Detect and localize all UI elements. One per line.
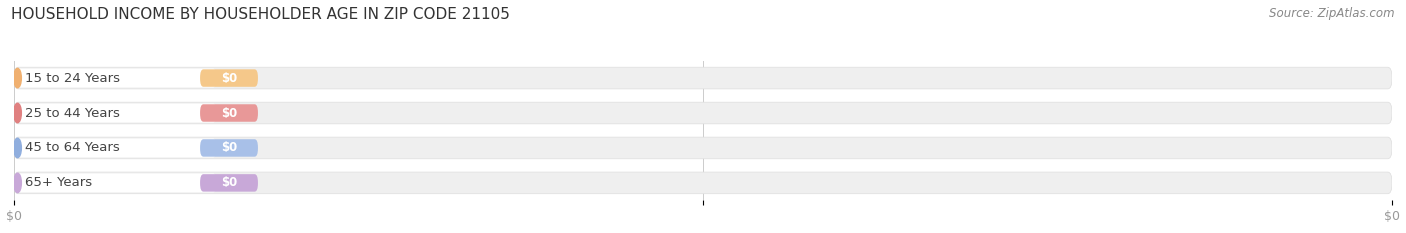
Text: $0: $0 bbox=[221, 141, 238, 154]
Text: HOUSEHOLD INCOME BY HOUSEHOLDER AGE IN ZIP CODE 21105: HOUSEHOLD INCOME BY HOUSEHOLDER AGE IN Z… bbox=[11, 7, 510, 22]
FancyBboxPatch shape bbox=[200, 104, 257, 122]
Circle shape bbox=[14, 103, 21, 123]
Text: 45 to 64 Years: 45 to 64 Years bbox=[25, 141, 120, 154]
Text: 15 to 24 Years: 15 to 24 Years bbox=[25, 72, 120, 85]
FancyBboxPatch shape bbox=[200, 174, 257, 192]
FancyBboxPatch shape bbox=[17, 138, 217, 158]
FancyBboxPatch shape bbox=[200, 69, 257, 87]
FancyBboxPatch shape bbox=[200, 139, 257, 157]
FancyBboxPatch shape bbox=[17, 104, 217, 123]
FancyBboxPatch shape bbox=[17, 69, 217, 88]
FancyBboxPatch shape bbox=[14, 137, 1392, 159]
FancyBboxPatch shape bbox=[14, 67, 1392, 89]
Text: $0: $0 bbox=[221, 72, 238, 85]
FancyBboxPatch shape bbox=[17, 173, 217, 192]
Text: 25 to 44 Years: 25 to 44 Years bbox=[25, 106, 120, 120]
Text: Source: ZipAtlas.com: Source: ZipAtlas.com bbox=[1270, 7, 1395, 20]
Text: $0: $0 bbox=[221, 176, 238, 189]
Circle shape bbox=[14, 173, 21, 193]
Text: 65+ Years: 65+ Years bbox=[25, 176, 93, 189]
FancyBboxPatch shape bbox=[14, 102, 1392, 124]
Circle shape bbox=[14, 68, 21, 88]
Circle shape bbox=[14, 138, 21, 158]
Text: $0: $0 bbox=[221, 106, 238, 120]
FancyBboxPatch shape bbox=[14, 172, 1392, 194]
